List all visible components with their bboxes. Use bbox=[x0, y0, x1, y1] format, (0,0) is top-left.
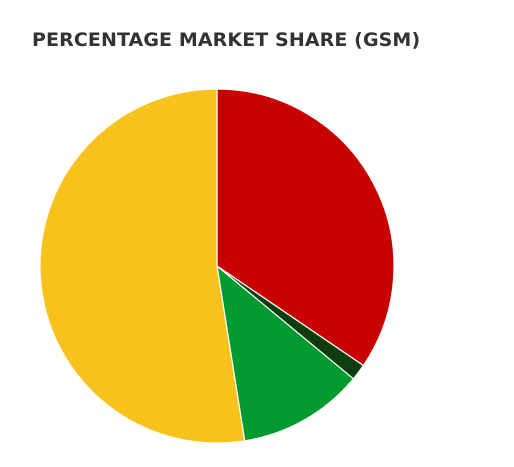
pie-slice-3[interactable] bbox=[216, 265, 354, 442]
pie-slice-1[interactable] bbox=[216, 88, 395, 367]
pie-slice-4[interactable] bbox=[39, 88, 246, 444]
chart-title: PERCENTAGE MARKET SHARE (GSM) bbox=[32, 29, 421, 51]
